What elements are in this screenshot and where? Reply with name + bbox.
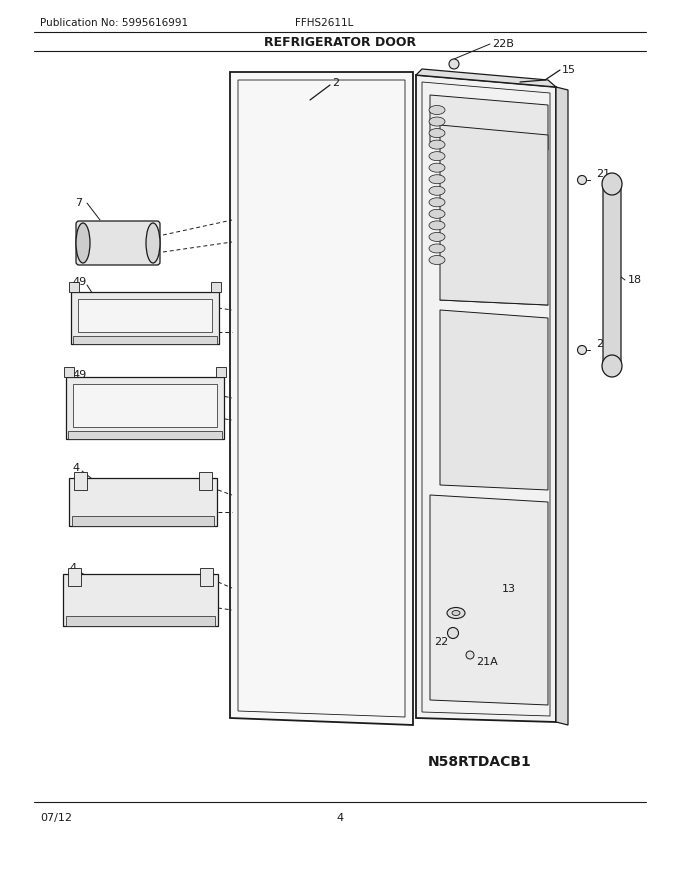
Ellipse shape	[429, 232, 445, 241]
Polygon shape	[73, 384, 217, 427]
Ellipse shape	[429, 187, 445, 195]
Polygon shape	[230, 72, 413, 725]
Text: REFRIGERATOR DOOR: REFRIGERATOR DOOR	[264, 35, 416, 48]
Text: 18: 18	[628, 275, 642, 285]
Ellipse shape	[577, 175, 586, 185]
Text: 21A: 21A	[476, 657, 498, 667]
Polygon shape	[199, 472, 212, 490]
Text: N58RTDACB1: N58RTDACB1	[428, 755, 532, 769]
Polygon shape	[216, 367, 226, 377]
Polygon shape	[430, 95, 548, 150]
Ellipse shape	[429, 255, 445, 265]
Ellipse shape	[429, 140, 445, 149]
Text: 4: 4	[337, 813, 343, 823]
Polygon shape	[64, 367, 74, 377]
Text: 4: 4	[69, 563, 76, 573]
Polygon shape	[440, 310, 548, 490]
Polygon shape	[430, 495, 548, 705]
Polygon shape	[67, 568, 80, 586]
Ellipse shape	[146, 223, 160, 263]
Text: 07/12: 07/12	[40, 813, 72, 823]
Ellipse shape	[429, 244, 445, 253]
Text: FFHS2611L: FFHS2611L	[295, 18, 354, 28]
Polygon shape	[199, 568, 212, 586]
Polygon shape	[69, 478, 217, 526]
Polygon shape	[65, 616, 214, 626]
Polygon shape	[416, 75, 556, 722]
Text: 15: 15	[562, 65, 576, 75]
Ellipse shape	[429, 163, 445, 172]
Text: 7: 7	[75, 198, 82, 208]
Text: 49: 49	[72, 370, 86, 380]
Polygon shape	[603, 180, 621, 370]
Ellipse shape	[429, 221, 445, 230]
Ellipse shape	[429, 128, 445, 137]
Ellipse shape	[466, 651, 474, 659]
Polygon shape	[211, 282, 221, 292]
Ellipse shape	[452, 611, 460, 615]
Text: 2: 2	[332, 78, 339, 88]
Polygon shape	[68, 431, 222, 439]
Ellipse shape	[602, 355, 622, 377]
Text: 13: 13	[502, 584, 516, 594]
Polygon shape	[66, 377, 224, 439]
Ellipse shape	[447, 607, 465, 619]
Polygon shape	[71, 292, 219, 344]
Ellipse shape	[429, 209, 445, 218]
Text: 21: 21	[596, 169, 610, 179]
Text: 21: 21	[596, 339, 610, 349]
Polygon shape	[63, 574, 218, 626]
Ellipse shape	[577, 346, 586, 355]
Ellipse shape	[429, 198, 445, 207]
Polygon shape	[78, 299, 212, 332]
Text: 49: 49	[72, 277, 86, 287]
Ellipse shape	[76, 223, 90, 263]
Ellipse shape	[602, 173, 622, 195]
Ellipse shape	[447, 627, 458, 639]
Text: 4: 4	[72, 463, 79, 473]
Ellipse shape	[429, 175, 445, 184]
Polygon shape	[556, 87, 568, 725]
Polygon shape	[69, 282, 79, 292]
Ellipse shape	[449, 59, 459, 69]
FancyBboxPatch shape	[76, 221, 160, 265]
Text: Publication No: 5995616991: Publication No: 5995616991	[40, 18, 188, 28]
Polygon shape	[73, 336, 217, 344]
Polygon shape	[74, 472, 87, 490]
Polygon shape	[416, 69, 556, 87]
Polygon shape	[440, 125, 548, 305]
Polygon shape	[72, 516, 214, 526]
Ellipse shape	[429, 106, 445, 114]
Ellipse shape	[429, 117, 445, 126]
Text: 22B: 22B	[492, 39, 514, 49]
Text: 22: 22	[434, 637, 448, 647]
Ellipse shape	[429, 151, 445, 161]
